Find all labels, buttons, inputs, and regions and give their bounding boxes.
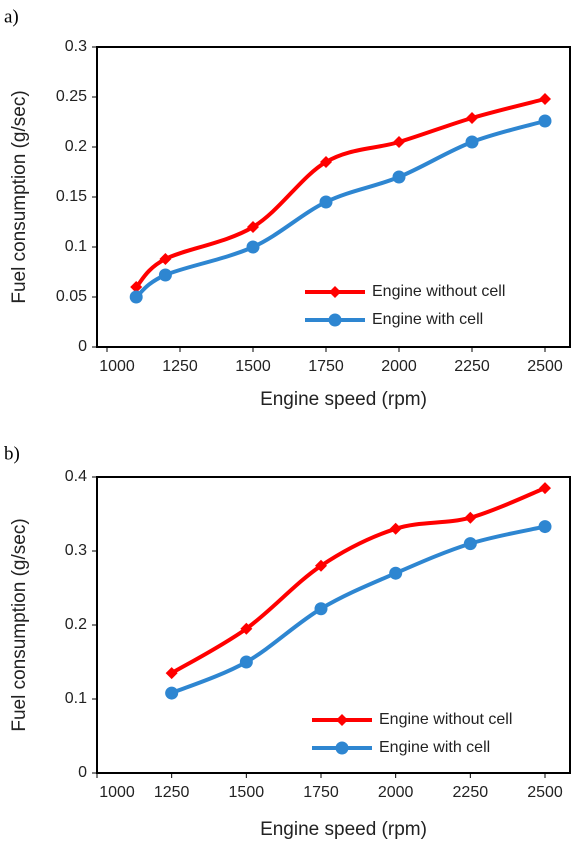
point [464, 511, 477, 524]
x-tick-label: 2250 [453, 784, 489, 801]
y-tick-label: 0.3 [65, 542, 87, 559]
point [320, 156, 332, 168]
series-line [170, 486, 546, 675]
point [315, 559, 327, 572]
y-tick-label: 0.25 [56, 88, 87, 105]
point [465, 135, 479, 149]
x-tick-label: 2250 [454, 358, 490, 375]
x-tick-label: 1500 [235, 358, 271, 375]
point [466, 112, 478, 124]
y-axis-label: Fuel consumption (g/sec) [9, 90, 30, 303]
point [538, 114, 552, 128]
point [393, 136, 405, 148]
legend-marker [335, 741, 349, 755]
series-line [134, 97, 546, 289]
point [319, 195, 333, 209]
x-tick-label: 1500 [229, 784, 265, 801]
legend-label: Engine with cell [379, 739, 490, 756]
point [538, 520, 552, 534]
point [539, 93, 551, 105]
x-tick-label: 2500 [527, 358, 563, 375]
point [240, 622, 253, 635]
series-line [170, 524, 546, 695]
point [159, 253, 172, 265]
plot-frame [96, 476, 571, 774]
y-tick-label: 0.2 [65, 138, 87, 155]
x-tick-label: 1000 [99, 358, 135, 375]
point [463, 537, 477, 551]
point [389, 522, 402, 535]
y-axis-label: Fuel consumption (g/sec) [9, 518, 30, 731]
y-tick-label: 0 [78, 764, 87, 781]
x-axis-label: Engine speed (rpm) [260, 819, 427, 840]
legend-label: Engine without cell [379, 711, 512, 728]
x-tick-label: 1000 [99, 784, 135, 801]
series-line [134, 119, 546, 299]
y-tick-label: 0.3 [65, 38, 87, 55]
panel-label: a) [4, 6, 19, 27]
x-tick-label: 2000 [381, 358, 417, 375]
x-tick-label: 1750 [308, 358, 344, 375]
x-tick-label: 1250 [154, 784, 190, 801]
panel-label: b) [4, 443, 20, 464]
x-tick-label: 1250 [162, 358, 198, 375]
x-tick-label: 1750 [303, 784, 339, 801]
point [165, 667, 178, 680]
y-tick-label: 0.2 [65, 616, 87, 633]
point [314, 602, 328, 616]
x-tick-label: 2500 [527, 784, 563, 801]
point [392, 170, 406, 184]
y-tick-label: 0 [78, 338, 87, 355]
point [239, 655, 253, 669]
point [129, 290, 143, 304]
point [246, 240, 260, 254]
legend-marker [336, 714, 348, 726]
point [247, 221, 259, 233]
point [389, 566, 403, 580]
x-tick-label: 2000 [378, 784, 414, 801]
point [158, 268, 172, 282]
point [165, 686, 179, 700]
y-tick-label: 0.05 [56, 288, 87, 305]
x-axis-label: Engine speed (rpm) [260, 389, 427, 410]
legend-label: Engine with cell [372, 311, 483, 328]
y-tick-label: 0.1 [65, 238, 87, 255]
legend-marker [328, 313, 342, 327]
y-tick-label: 0.4 [65, 468, 87, 485]
legend-label: Engine without cell [372, 283, 505, 300]
legend-marker [329, 286, 341, 298]
point [130, 281, 143, 293]
y-tick-label: 0.1 [65, 690, 87, 707]
y-tick-label: 0.15 [56, 188, 87, 205]
point [539, 482, 551, 495]
